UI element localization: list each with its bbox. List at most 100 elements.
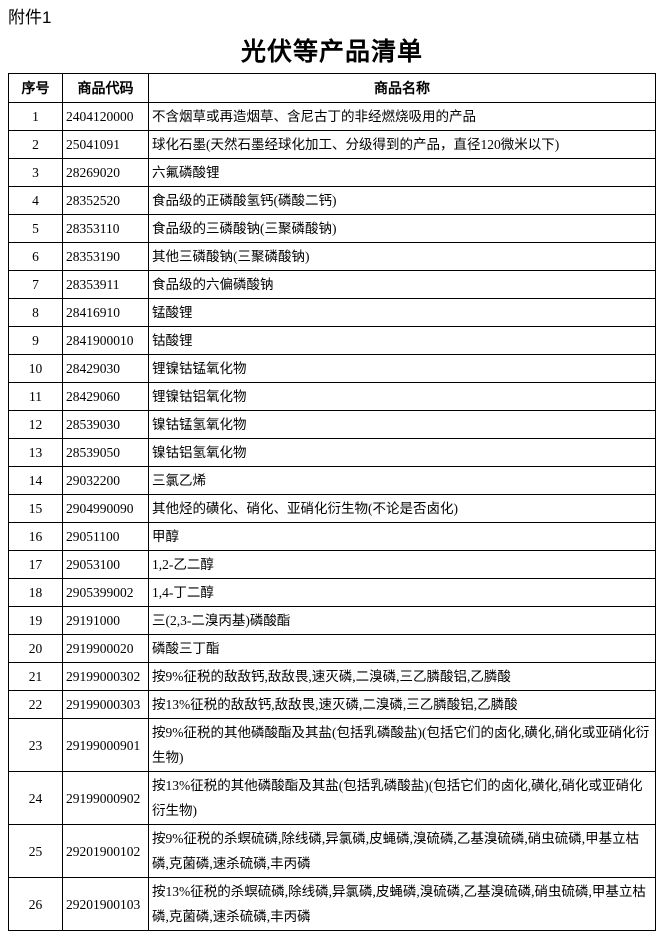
- table-cell: 其他三磷酸钠(三聚磷酸钠): [148, 242, 656, 271]
- column-header: 商品代码: [62, 73, 149, 103]
- table-row: 4 28352520 食品级的正磷酸氢钙(磷酸二钙): [8, 186, 656, 215]
- table-cell: 29199000902: [62, 771, 149, 825]
- document-title: 光伏等产品清单: [240, 39, 423, 66]
- table-cell: 6: [8, 242, 63, 271]
- table-cell: 3: [8, 158, 63, 187]
- table-cell: 22: [8, 690, 63, 719]
- table-cell: 10: [8, 354, 63, 383]
- table-cell: 按13%征税的杀螟硫磷,除线磷,异氯磷,皮蝇磷,溴硫磷,乙基溴硫磷,硝虫硫磷,甲…: [148, 877, 656, 931]
- table-row: 2 25041091 球化石墨(天然石墨经球化加工、分级得到的产品，直径120微米以…: [8, 130, 656, 159]
- table-cell: 镍钴锰氢氧化物: [148, 410, 656, 439]
- table-body: 1 2404120000 不含烟草或再造烟草、含尼古丁的非经燃烧吸用的产品 2 2504…: [8, 102, 656, 931]
- table-cell: 锂镍钴铝氧化物: [148, 382, 656, 411]
- table-row: 5 28353110 食品级的三磷酸钠(三聚磷酸钠): [8, 214, 656, 243]
- table-cell: 29201900103: [62, 877, 149, 931]
- table-cell: 21: [8, 662, 63, 691]
- table-cell: 按9%征税的其他磷酸酯及其盐(包括乳磷酸盐)(包括它们的卤化,磺化,硝化或亚硝化…: [148, 718, 656, 772]
- table-row: 12 28539030 镍钴锰氢氧化物: [8, 410, 656, 439]
- table-row: 14 29032200 三氯乙烯: [8, 466, 656, 495]
- table-cell: 2404120000: [62, 102, 149, 131]
- table-cell: 镍钴铝氢氧化物: [148, 438, 656, 467]
- table-cell: 三氯乙烯: [148, 466, 656, 495]
- table-cell: 磷酸三丁酯: [148, 634, 656, 663]
- table-row: 1 2404120000 不含烟草或再造烟草、含尼古丁的非经燃烧吸用的产品: [8, 102, 656, 131]
- table-row: 26 29201900103 按13%征税的杀螟硫磷,除线磷,异氯磷,皮蝇磷,溴硫磷…: [8, 877, 656, 931]
- table-row: 6 28353190 其他三磷酸钠(三聚磷酸钠): [8, 242, 656, 271]
- table-row: 16 29051100 甲醇: [8, 522, 656, 551]
- table-cell: 28429030: [62, 354, 149, 383]
- table-cell: 按13%征税的其他磷酸酯及其盐(包括乳磷酸盐)(包括它们的卤化,磺化,硝化或亚硝…: [148, 771, 656, 825]
- table-cell: 28353110: [62, 214, 149, 243]
- table-cell: 4: [8, 186, 63, 215]
- table-row: 17 29053100 1,2-乙二醇: [8, 550, 656, 579]
- column-header: 序号: [8, 73, 63, 103]
- table-cell: 18: [8, 578, 63, 607]
- attachment-label: 附件1: [8, 8, 52, 27]
- table-row: 18 2905399002 1,4-丁二醇: [8, 578, 656, 607]
- table-cell: 2: [8, 130, 63, 159]
- table-cell: 球化石墨(天然石墨经球化加工、分级得到的产品，直径120微米以下): [148, 130, 656, 159]
- table-cell: 20: [8, 634, 63, 663]
- table-cell: 9: [8, 326, 63, 355]
- table-cell: 19: [8, 606, 63, 635]
- table-row: 3 28269020 六氟磷酸锂: [8, 158, 656, 187]
- table-cell: 不含烟草或再造烟草、含尼古丁的非经燃烧吸用的产品: [148, 102, 656, 131]
- table-cell: 1,4-丁二醇: [148, 578, 656, 607]
- table-row: 21 29199000302 按9%征税的敌敌钙,敌敌畏,速灭磷,二溴磷,三乙膦酸铝…: [8, 662, 656, 691]
- table-cell: 三(2,3-二溴丙基)磷酸酯: [148, 606, 656, 635]
- table-cell: 28416910: [62, 298, 149, 327]
- table-row: 11 28429060 锂镍钴铝氧化物: [8, 382, 656, 411]
- table-cell: 锂镍钴锰氧化物: [148, 354, 656, 383]
- table-cell: 15: [8, 494, 63, 523]
- column-header: 商品名称: [148, 73, 656, 103]
- table-row: 9 2841900010 钴酸锂: [8, 326, 656, 355]
- table-cell: 按13%征税的敌敌钙,敌敌畏,速灭磷,二溴磷,三乙膦酸铝,乙膦酸: [148, 690, 656, 719]
- table-cell: 28539030: [62, 410, 149, 439]
- table-cell: 12: [8, 410, 63, 439]
- product-table: 序号 商品代码 商品名称 1 2404120000 不含烟草或再造烟草、含尼古丁的非经燃…: [8, 73, 656, 931]
- table-cell: 8: [8, 298, 63, 327]
- table-cell: 17: [8, 550, 63, 579]
- table-cell: 2905399002: [62, 578, 149, 607]
- table-row: 8 28416910 锰酸锂: [8, 298, 656, 327]
- table-cell: 按9%征税的杀螟硫磷,除线磷,异氯磷,皮蝇磷,溴硫磷,乙基溴硫磷,硝虫硫磷,甲基…: [148, 824, 656, 878]
- table-cell: 13: [8, 438, 63, 467]
- table-row: 15 2904990090 其他烃的磺化、硝化、亚硝化衍生物(不论是否卤化): [8, 494, 656, 523]
- table-cell: 11: [8, 382, 63, 411]
- table-cell: 29201900102: [62, 824, 149, 878]
- table-cell: 2841900010: [62, 326, 149, 355]
- table-cell: 甲醇: [148, 522, 656, 551]
- table-cell: 1: [8, 102, 63, 131]
- table-cell: 24: [8, 771, 63, 825]
- table-row: 10 28429030 锂镍钴锰氧化物: [8, 354, 656, 383]
- table-cell: 5: [8, 214, 63, 243]
- table-row: 20 2919900020 磷酸三丁酯: [8, 634, 656, 663]
- table-row: 19 29191000 三(2,3-二溴丙基)磷酸酯: [8, 606, 656, 635]
- table-cell: 钴酸锂: [148, 326, 656, 355]
- table-cell: 28353911: [62, 270, 149, 299]
- table-cell: 14: [8, 466, 63, 495]
- table-cell: 2904990090: [62, 494, 149, 523]
- table-cell: 28269020: [62, 158, 149, 187]
- table-cell: 1,2-乙二醇: [148, 550, 656, 579]
- table-cell: 29199000901: [62, 718, 149, 772]
- table-cell: 食品级的六偏磷酸钠: [148, 270, 656, 299]
- header-row: 序号 商品代码 商品名称: [8, 73, 656, 103]
- table-cell: 23: [8, 718, 63, 772]
- table-cell: 锰酸锂: [148, 298, 656, 327]
- table-cell: 29032200: [62, 466, 149, 495]
- table-cell: 26: [8, 877, 63, 931]
- table-cell: 食品级的正磷酸氢钙(磷酸二钙): [148, 186, 656, 215]
- table-cell: 29191000: [62, 606, 149, 635]
- table-cell: 16: [8, 522, 63, 551]
- table-cell: 29199000302: [62, 662, 149, 691]
- table-cell: 28352520: [62, 186, 149, 215]
- table-cell: 2919900020: [62, 634, 149, 663]
- table-cell: 29053100: [62, 550, 149, 579]
- table-row: 7 28353911 食品级的六偏磷酸钠: [8, 270, 656, 299]
- table-cell: 25041091: [62, 130, 149, 159]
- table-cell: 28353190: [62, 242, 149, 271]
- table-cell: 25: [8, 824, 63, 878]
- table-cell: 29051100: [62, 522, 149, 551]
